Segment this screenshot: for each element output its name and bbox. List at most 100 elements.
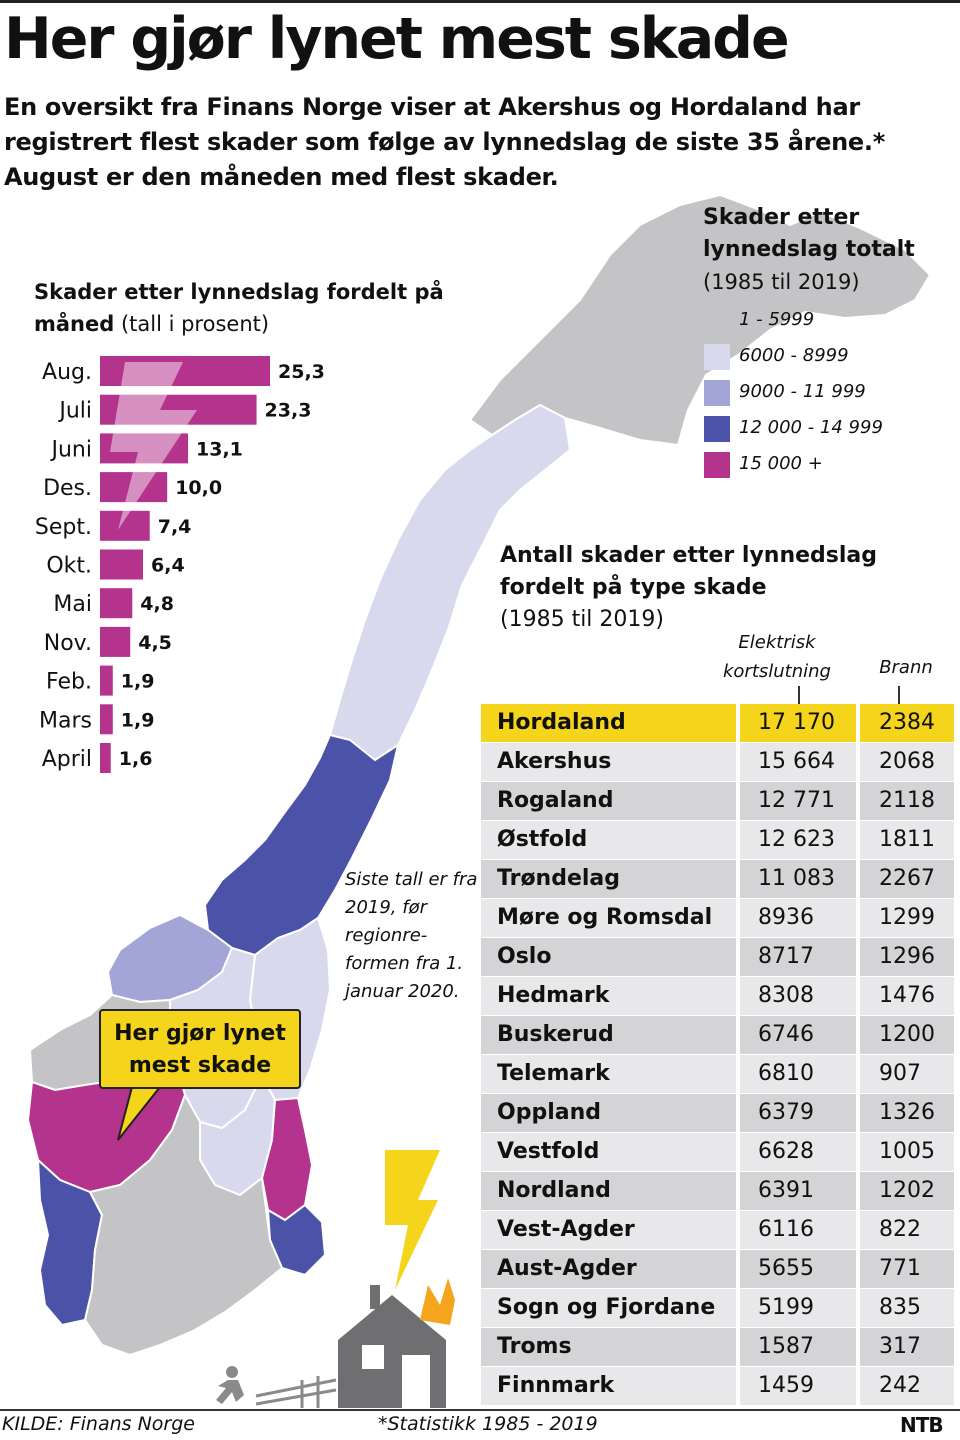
legend-item: 1 - 5999 [703,308,953,336]
electric-value: 12 623 [740,821,856,859]
electric-value: 15 664 [740,743,856,781]
lightning-overlay-icon [110,362,197,530]
county-name: Møre og Romsdal [481,899,736,937]
legend-item: 12 000 - 14 999 [703,416,953,444]
fire-value: 771 [860,1250,954,1288]
county-name: Finnmark [481,1367,736,1405]
county-name: Buskerud [481,1016,736,1054]
legend-item: 6000 - 8999 [703,344,953,372]
fire-value: 2118 [860,782,954,820]
month-bar [100,743,111,773]
county-name: Rogaland [481,782,736,820]
fire-value: 1299 [860,899,954,937]
table-row: Akershus 15 664 2068 [481,743,954,782]
month-label: Juli [57,399,92,424]
month-value-label: 1,9 [121,671,155,693]
damage-table: Hordaland 17 170 2384 Akershus 15 664 20… [481,704,954,1406]
table-row: Troms 1587 317 [481,1328,954,1367]
lightning-icon [385,1150,440,1290]
fire-value: 1005 [860,1133,954,1171]
electric-value: 8308 [740,977,856,1015]
month-bar [100,626,131,657]
table-row: Oslo 8717 1296 [481,938,954,977]
month-bar-chart: Aug. 25,3 Juli 23,3 Juni 13,1 Des. 10,0 Sept. 7,4… [35,356,325,773]
table-row: Buskerud 6746 1200 [481,1016,954,1055]
table-row: Østfold 12 623 1811 [481,821,954,860]
fire-value: 2384 [860,704,954,742]
table-row: Vest-Agder 6116 822 [481,1211,954,1250]
month-label: Mai [53,592,92,617]
footer-rule [0,1409,960,1411]
table-row: Finnmark 1459 242 [481,1367,954,1406]
fire-value: 835 [860,1289,954,1327]
month-value-label: 4,5 [138,632,172,654]
month-value-label: 4,8 [140,593,174,615]
electric-value: 6379 [740,1094,856,1132]
electric-value: 6391 [740,1172,856,1210]
month-bar [100,665,113,696]
legend-item: 9000 - 11 999 [703,380,953,408]
electric-value: 6810 [740,1055,856,1093]
electric-value: 11 083 [740,860,856,898]
electric-value: 17 170 [740,704,856,742]
month-bar [100,472,168,503]
month-label: Aug. [42,360,92,385]
month-value-label: 23,3 [265,400,312,422]
legend-label: 12 000 - 14 999 [739,417,883,438]
county-name: Vest-Agder [481,1211,736,1249]
electric-value: 5199 [740,1289,856,1327]
month-label: Des. [43,476,92,501]
month-label: April [42,747,92,772]
table-row: Vestfold 6628 1005 [481,1133,954,1172]
month-value-label: 13,1 [196,438,243,460]
legend-label: 15 000 + [739,453,823,474]
county-name: Troms [481,1328,736,1366]
column-tick [798,686,800,704]
table-row: Telemark 6810 907 [481,1055,954,1094]
month-label: Mars [39,708,92,733]
month-value-label: 1,6 [119,748,153,770]
ntb-logo: NTB [900,1413,944,1437]
county-name: Hordaland [481,704,736,742]
page-title: Her gjør lynet mest skade [4,6,790,72]
footnote-regional-reform: Siste tall er fra 2019, før regionre-for… [345,869,478,1002]
running-person-icon [216,1366,244,1404]
fire-value: 1202 [860,1172,954,1210]
legend-item: 15 000 + [703,452,953,480]
column-tick [898,686,900,704]
month-label: Sept. [35,515,92,540]
legend-swatch [704,416,730,442]
legend-label: 9000 - 11 999 [739,381,866,402]
county-name: Oppland [481,1094,736,1132]
legend-items: 1 - 5999 6000 - 8999 9000 - 11 999 12 00… [703,308,953,498]
fire-value: 1326 [860,1094,954,1132]
fire-value: 2068 [860,743,954,781]
legend-swatch [704,308,730,334]
fire-value: 822 [860,1211,954,1249]
month-value-label: 25,3 [278,361,325,383]
type-table-subtitle: (1985 til 2019) [500,607,664,632]
electric-value: 6116 [740,1211,856,1249]
month-label: Juni [50,437,93,462]
electric-value: 6628 [740,1133,856,1171]
type-table-title-bold: Antall skader etter lynnedslag fordelt p… [500,543,878,600]
region-nordland [328,403,572,762]
month-chart-title: Skader etter lynnedslag fordelt på måned… [34,276,464,340]
month-value-label: 7,4 [158,516,192,538]
statistics-note: *Statistikk 1985 - 2019 [378,1413,598,1435]
month-value-label: 6,4 [151,555,185,577]
column-header-electric: Elektrisk kortslutning [723,632,831,682]
table-row: Møre og Romsdal 8936 1299 [481,899,954,938]
table-row: Oppland 6379 1326 [481,1094,954,1133]
month-bar [100,433,189,464]
month-bar [100,394,257,425]
county-name: Telemark [481,1055,736,1093]
month-bar [100,704,113,735]
month-label: Nov. [44,631,92,656]
county-name: Vestfold [481,1133,736,1171]
electric-value: 6746 [740,1016,856,1054]
fire-value: 907 [860,1055,954,1093]
electric-value: 5655 [740,1250,856,1288]
fire-value: 317 [860,1328,954,1366]
month-bar [100,588,133,619]
